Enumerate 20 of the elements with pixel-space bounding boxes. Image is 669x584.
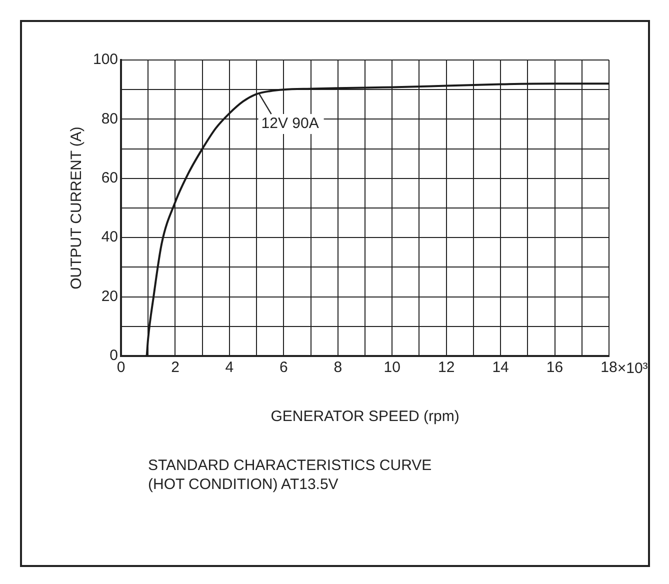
y-tick-label: 20: [101, 288, 118, 305]
y-tick-label: 40: [101, 228, 118, 246]
y-axis-title: OUTPUT CURRENT (A): [68, 126, 86, 290]
x-tick-label: 10: [384, 359, 400, 376]
y-tick-label: 0: [110, 347, 118, 364]
y-tick-label: 60: [101, 170, 118, 187]
text: ×10³: [617, 360, 648, 378]
text: STANDARD CHARACTERISTICS CURVE (HOT CONDITION) AT13.5V: [148, 456, 432, 494]
x-tick-label: 14: [492, 359, 509, 376]
x-tick-label: 18: [600, 359, 618, 376]
x-tick-label: 8: [334, 359, 342, 376]
x-axis-title: GENERATOR SPEED (rpm): [270, 408, 460, 426]
x-tick-label: 16: [546, 359, 564, 376]
x-tick-label: 4: [225, 359, 234, 376]
x-tick-label: 6: [280, 359, 288, 376]
y-tick-label: 80: [101, 110, 118, 128]
x-tick-label: 12: [438, 359, 455, 376]
x-tick-label: 2: [171, 359, 180, 376]
y-tick-label: 100: [92, 51, 118, 68]
annotation: 12V 90A: [261, 115, 319, 132]
